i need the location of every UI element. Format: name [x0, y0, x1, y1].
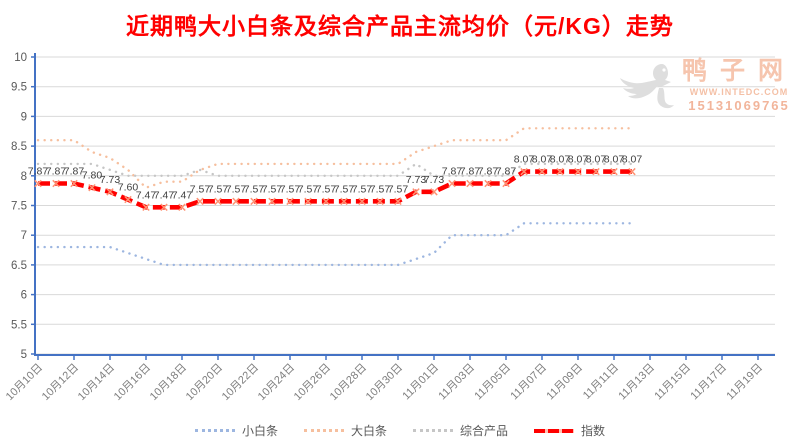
y-tick-label: 8 — [21, 171, 27, 183]
data-label: 7.57 — [334, 183, 355, 195]
x-tick-label: 10月20日 — [184, 362, 225, 403]
y-tick-label: 9 — [21, 111, 27, 123]
data-label: 7.47 — [136, 189, 157, 201]
legend-label: 指数 — [581, 424, 606, 438]
x-tick-label: 10月24日 — [256, 362, 297, 403]
legend-swatch — [194, 429, 235, 432]
x-tick-label: 10月10日 — [4, 362, 45, 403]
x-tick-label: 11月09日 — [544, 362, 585, 403]
legend-item-index: 指数 — [534, 422, 605, 439]
y-tick-label: 6.5 — [11, 260, 27, 272]
data-label: 8.07 — [568, 154, 589, 166]
data-label: 7.57 — [190, 183, 211, 195]
x-tick-label: 10月28日 — [328, 362, 369, 403]
data-label: 8.07 — [586, 154, 607, 166]
data-label: 7.57 — [388, 183, 409, 195]
data-label: 7.73 — [424, 174, 445, 186]
x-tick-label: 10月26日 — [292, 362, 333, 403]
y-tick-label: 6 — [21, 290, 27, 302]
data-label: 7.57 — [352, 183, 373, 195]
legend-label: 小白条 — [241, 424, 278, 438]
data-label: 7.57 — [244, 183, 265, 195]
y-tick-label: 7 — [21, 230, 27, 242]
data-label: 7.57 — [208, 183, 229, 195]
data-label: 8.07 — [532, 154, 553, 166]
legend-item-composite-product: 综合产品 — [413, 422, 508, 439]
x-tick-label: 11月19日 — [724, 362, 765, 403]
x-tick-label: 11月03日 — [436, 362, 477, 403]
legend-swatch — [303, 429, 344, 432]
x-tick-label: 11月15日 — [652, 362, 693, 403]
legend-label: 大白条 — [350, 424, 387, 438]
x-tick-label: 10月16日 — [112, 362, 153, 403]
y-tick-label: 7.5 — [11, 201, 27, 213]
data-label: 7.47 — [172, 189, 193, 201]
x-tick-label: 11月11日 — [581, 362, 621, 402]
x-axis-labels: 10月10日10月12日10月14日10月16日10月18日10月20日10月2… — [4, 355, 765, 403]
data-label: 7.57 — [316, 183, 337, 195]
y-tick-label: 10 — [14, 52, 27, 64]
data-label: 7.47 — [154, 189, 175, 201]
data-label: 7.87 — [442, 166, 463, 178]
x-tick-label: 11月05日 — [472, 362, 513, 403]
x-tick-label: 10月14日 — [76, 362, 117, 403]
x-tick-label: 10月12日 — [40, 362, 81, 403]
data-label: 7.87 — [496, 166, 517, 178]
data-label: 7.57 — [226, 183, 247, 195]
data-label: 7.57 — [280, 183, 301, 195]
chart-title: 近期鸭大小白条及综合产品主流均价（元/KG）走势 — [126, 13, 674, 39]
data-label: 8.07 — [550, 154, 571, 166]
data-label: 8.07 — [622, 154, 643, 166]
x-tick-label: 11月01日 — [400, 362, 441, 403]
legend-item-large-white-strip: 大白条 — [303, 422, 387, 439]
data-label: 7.87 — [478, 166, 499, 178]
chart-legend: 小白条 大白条 综合产品 指数 — [0, 422, 800, 439]
data-label: 7.57 — [262, 183, 283, 195]
axes — [34, 53, 775, 356]
y-tick-label: 5.5 — [11, 319, 27, 331]
data-label: 8.07 — [514, 154, 535, 166]
data-label: 7.73 — [100, 174, 121, 186]
legend-item-small-white-strip: 小白条 — [194, 422, 278, 439]
x-tick-label: 10月30日 — [364, 362, 405, 403]
data-label: 7.87 — [460, 166, 481, 178]
data-label: 7.57 — [298, 183, 319, 195]
data-label: 7.87 — [64, 166, 85, 178]
legend-swatch — [413, 429, 453, 432]
x-tick-label: 10月22日 — [220, 362, 261, 403]
x-tick-label: 10月18日 — [148, 362, 189, 403]
x-tick-label: 11月17日 — [688, 362, 729, 403]
x-tick-label: 11月07日 — [508, 362, 549, 403]
data-label: 7.73 — [406, 174, 427, 186]
data-label: 7.87 — [46, 166, 67, 178]
series-large-white-strip — [36, 127, 634, 190]
series-small-white-strip — [36, 222, 634, 267]
data-label: 7.60 — [118, 182, 139, 194]
legend-label: 综合产品 — [460, 424, 509, 438]
y-tick-label: 8.5 — [11, 141, 27, 153]
series-index — [34, 167, 636, 212]
data-label: 8.07 — [604, 154, 625, 166]
index-data-labels: 7.877.877.877.807.737.607.477.477.477.57… — [28, 154, 643, 202]
legend-swatch — [534, 428, 575, 433]
y-tick-label: 9.5 — [11, 82, 27, 94]
y-axis-labels: 10 9.5 9 8.5 8 7.5 7 6.5 6 5.5 5 — [11, 52, 35, 361]
data-label: 7.80 — [82, 170, 103, 182]
data-label: 7.57 — [370, 183, 391, 195]
data-label: 7.87 — [28, 166, 49, 178]
x-tick-label: 11月13日 — [616, 362, 657, 403]
y-tick-label: 5 — [21, 349, 27, 361]
